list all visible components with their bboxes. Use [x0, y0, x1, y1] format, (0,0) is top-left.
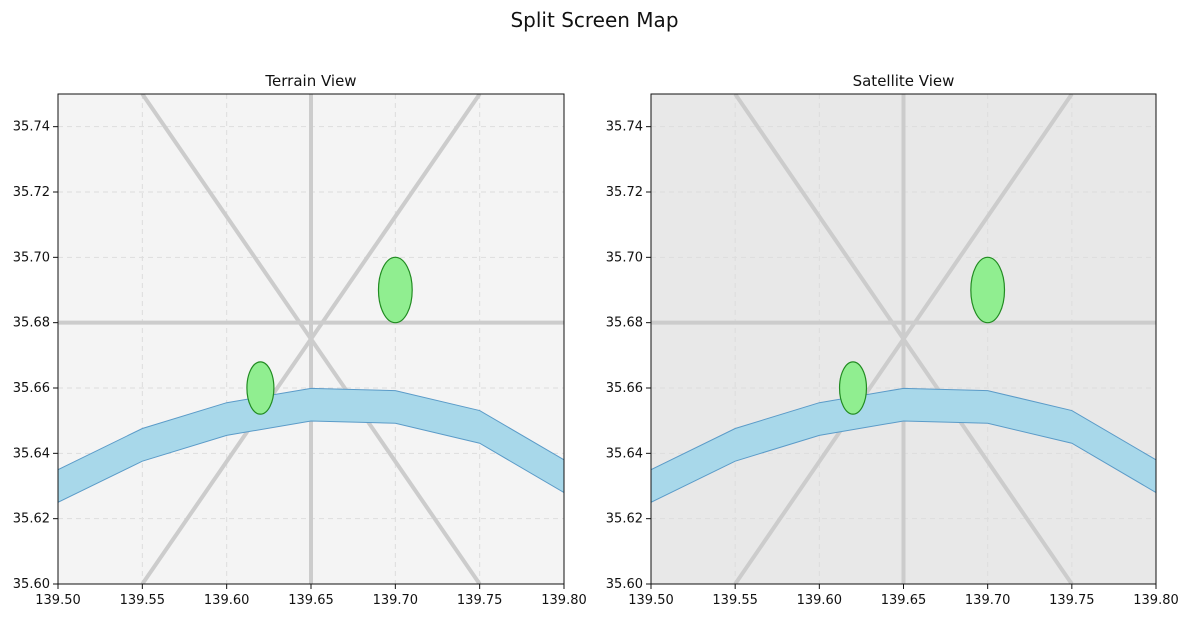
x-tick-label: 139.55 — [120, 593, 166, 608]
y-tick-label: 35.60 — [606, 577, 643, 592]
x-tick-label: 139.50 — [35, 593, 81, 608]
diagonal-road-falling — [733, 94, 1074, 584]
diagonal-road-falling — [140, 94, 482, 584]
satellite-map-layer — [651, 94, 1156, 584]
x-tick-label: 139.70 — [373, 593, 419, 608]
x-tick-label: 139.50 — [628, 593, 674, 608]
x-tick-label: 139.75 — [457, 593, 503, 608]
park-1 — [246, 361, 275, 415]
y-tick-label: 35.66 — [606, 381, 643, 396]
terrain-map-layer — [58, 94, 564, 584]
terrain-view-panel: Terrain View 139.50 139.55 139.60 139.65 139.… — [13, 72, 587, 608]
y-tick-label: 35.72 — [13, 185, 50, 200]
figure-title: Split Screen Map — [510, 8, 678, 32]
park-2 — [970, 256, 1006, 324]
park-1 — [838, 361, 868, 415]
satellite-view-title: Satellite View — [853, 72, 955, 90]
x-tick-label: 139.80 — [541, 593, 587, 608]
satellite-view-panel: Satellite View 139.50 139.55 139.60 139.65 13… — [606, 72, 1179, 608]
y-tick-label: 35.60 — [13, 577, 50, 592]
terrain-view-title: Terrain View — [264, 72, 356, 90]
y-tick-label: 35.62 — [606, 512, 643, 527]
y-tick-label: 35.68 — [13, 316, 50, 331]
park-2 — [377, 256, 413, 324]
y-tick-label: 35.74 — [606, 120, 643, 135]
x-tick-label: 139.65 — [881, 593, 927, 608]
y-tick-label: 35.70 — [606, 250, 643, 265]
y-tick-label: 35.70 — [13, 250, 50, 265]
y-tick-label: 35.66 — [13, 381, 50, 396]
x-tick-label: 139.60 — [204, 593, 250, 608]
x-tick-label: 139.70 — [965, 593, 1011, 608]
y-tick-label: 35.64 — [13, 446, 50, 461]
y-tick-label: 35.74 — [13, 120, 50, 135]
x-tick-label: 139.65 — [288, 593, 334, 608]
x-tick-label: 139.60 — [797, 593, 843, 608]
x-tick-label: 139.55 — [712, 593, 758, 608]
y-tick-label: 35.64 — [606, 446, 643, 461]
y-tick-label: 35.62 — [13, 512, 50, 527]
x-tick-label: 139.80 — [1133, 593, 1179, 608]
y-tick-label: 35.68 — [606, 316, 643, 331]
x-tick-label: 139.75 — [1049, 593, 1095, 608]
y-tick-label: 35.72 — [606, 185, 643, 200]
